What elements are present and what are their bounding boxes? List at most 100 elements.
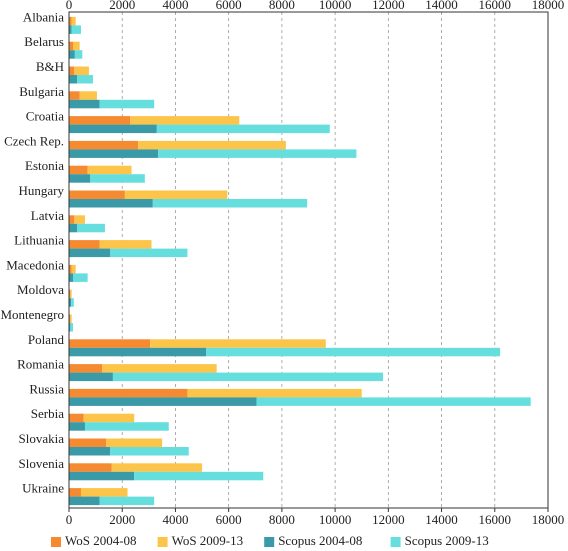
bar [69,165,88,175]
bar [69,397,257,406]
bar [134,471,264,481]
legend-swatch [51,537,61,547]
y-tick-label: Bulgaria [19,84,64,99]
bar [72,273,88,282]
bar [69,215,75,224]
bar [70,314,72,323]
bar [99,496,155,506]
bar [74,50,83,59]
legend-label: WoS 2009-13 [172,533,244,548]
bar [69,314,71,323]
y-tick-label: Slovenia [19,456,65,471]
bar [69,422,85,431]
bar [71,264,76,274]
bar [69,273,73,282]
bar [79,91,97,100]
y-tick-label: Moldova [17,282,64,297]
bar [80,488,128,497]
bar [69,447,111,456]
y-tick-label: Belarus [24,34,64,49]
bar [71,16,76,26]
x-tick-label: 0 [66,0,73,12]
x-tick-label: 16000 [479,512,512,527]
bar [130,116,240,125]
bar [69,16,72,26]
bar [110,447,189,456]
y-tick-label: Lithuania [14,233,64,248]
bar [87,165,132,175]
bar [74,215,85,224]
x-tick-label: 12000 [372,0,405,12]
x-tick-label: 2000 [109,512,135,527]
bar [69,190,125,199]
bar [69,388,188,398]
bar [69,496,100,506]
y-tick-label: Ukraine [22,481,64,496]
bar [84,422,169,431]
bar [150,339,326,348]
bar [69,289,71,299]
bar [138,140,286,150]
x-tick-label: 8000 [269,512,295,527]
x-tick-label: 18000 [532,512,565,527]
bar [99,99,155,109]
bar [69,149,159,158]
y-tick-label: Czech Rep. [4,133,64,148]
legend-label: Scopus 2004-08 [278,533,362,548]
bar [69,323,71,332]
x-tick-label: 12000 [372,512,405,527]
bar [156,124,330,134]
bar [187,388,362,398]
legend-label: WoS 2004-08 [65,533,137,548]
bar [69,339,151,348]
y-tick-label: Slovakia [19,431,65,446]
bar [69,264,72,274]
bar [69,174,91,183]
bar [71,25,81,34]
bar [76,223,105,233]
x-tick-label: 14000 [425,0,458,12]
bar [158,149,357,158]
bar [112,372,384,382]
y-tick-label: Russia [29,381,64,396]
y-tick-label: Latvia [31,208,64,223]
bar [69,124,157,134]
bar [69,50,75,59]
bar [69,66,75,75]
x-tick-label: 16000 [479,0,512,12]
bar [110,248,188,258]
bar [111,463,203,472]
y-tick-label: Serbia [31,406,64,421]
legend-label: Scopus 2009-13 [405,533,489,548]
bar [152,199,308,208]
bar [70,289,72,299]
bar [69,488,81,497]
bar [70,323,73,332]
y-tick-label: Poland [28,332,65,347]
bar [90,174,145,183]
x-tick-label: 8000 [269,0,295,12]
x-tick-label: 14000 [425,512,458,527]
bar [69,116,131,125]
plot-frame [68,11,549,509]
y-tick-label: Romania [17,357,64,372]
y-tick-label: Hungary [19,183,65,198]
bar [69,99,100,109]
bar [69,240,100,249]
bar [69,248,111,258]
x-tick-label: 10000 [319,512,352,527]
bar [256,397,531,406]
bar [69,413,84,423]
bar [83,413,135,423]
bar [69,91,80,100]
x-tick-label: 6000 [216,512,242,527]
bar [69,298,72,307]
x-tick-label: 2000 [109,0,135,12]
y-tick-label: B&H [36,59,64,74]
y-tick-label: Albania [23,9,64,24]
legend-swatch [157,537,168,547]
x-tick-label: 10000 [319,0,352,12]
bar [69,223,77,233]
bar [69,347,207,357]
